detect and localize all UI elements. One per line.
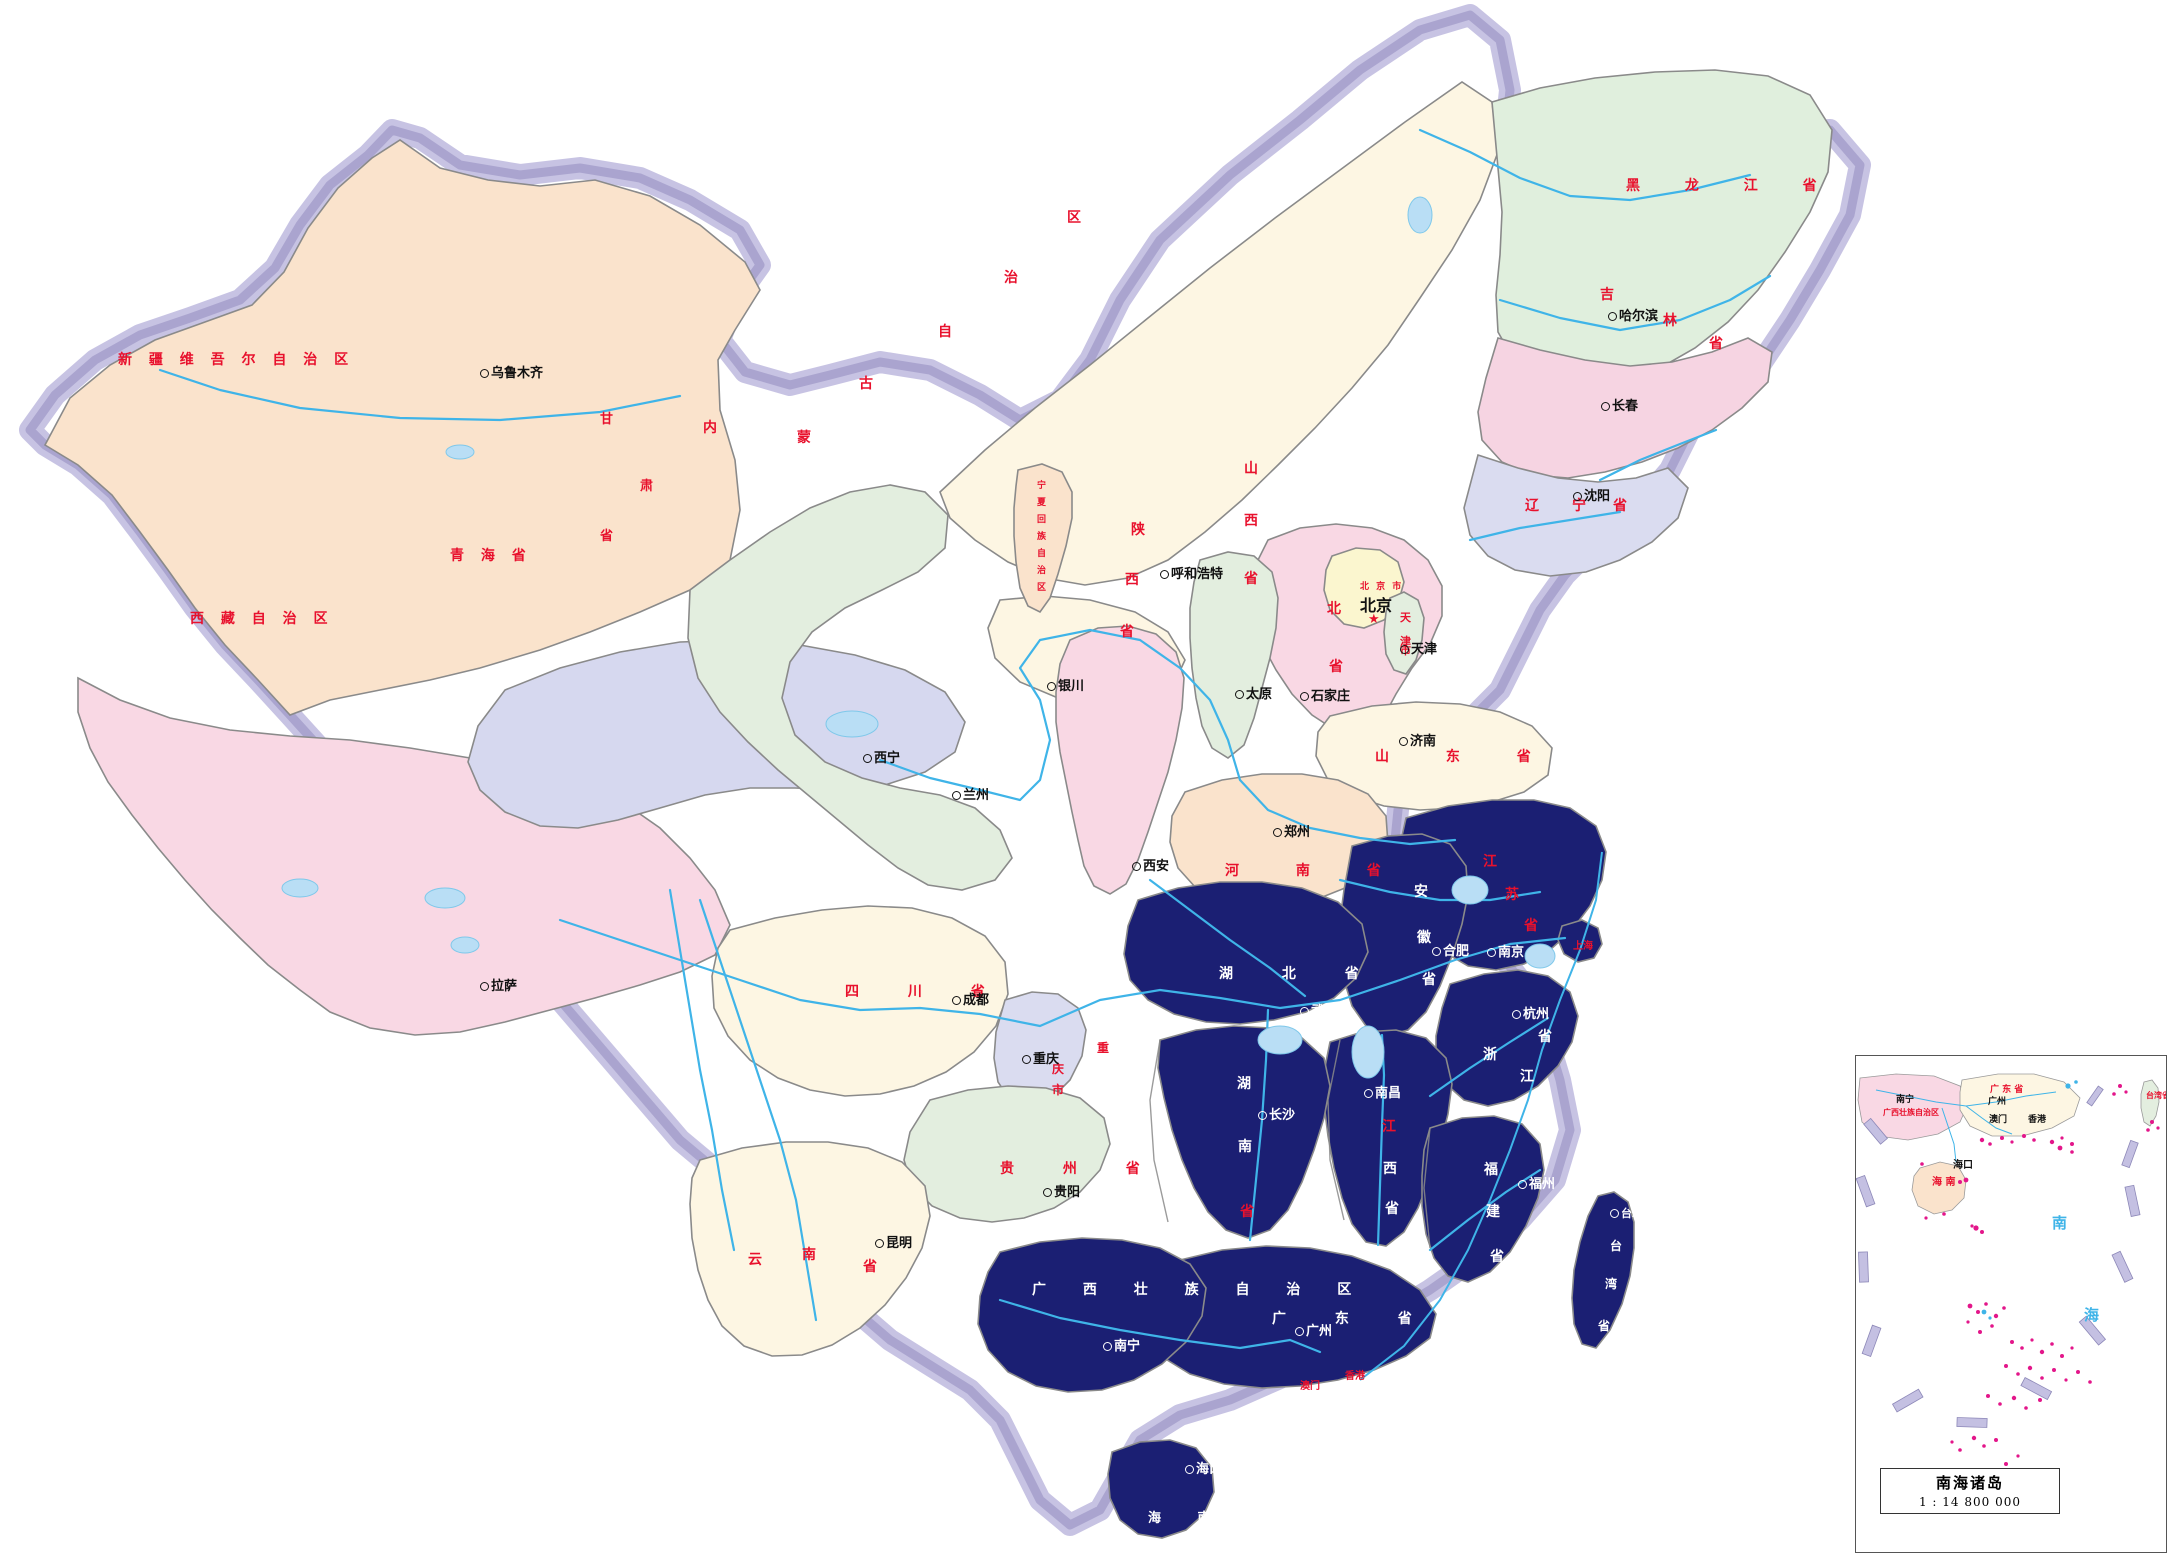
inset-canvas: 南 海: [1856, 1073, 2160, 1498]
municipality-tianjin: [1383, 591, 1425, 675]
province-hunan-highlight: [1157, 1025, 1331, 1239]
inset-sea-label-nan: 南: [2052, 1214, 2067, 1232]
province-fujian-highlight: [1421, 1115, 1545, 1283]
inset-reef-cyan: [1981, 1080, 2078, 1320]
river-heilong: [1418, 128, 1752, 202]
coastline: [1359, 851, 1603, 1381]
province-shandong: [1315, 701, 1553, 811]
river-han: [1148, 878, 1307, 998]
inset-islands: [1920, 1084, 2160, 1498]
province-sichuan: [711, 905, 1009, 1097]
lake-poyang: [1351, 1025, 1385, 1079]
province-heilongjiang: [1491, 69, 1833, 391]
river-yangtze: [558, 918, 1567, 1028]
river-qiantang: [1428, 1016, 1550, 1098]
municipality-shanghai-highlight: [1557, 919, 1603, 963]
lake-hulun: [1407, 196, 1433, 234]
inset-taiwan: [2140, 1079, 2160, 1127]
province-gansu: [687, 484, 1013, 891]
inset-rivers: [1875, 1089, 2057, 1163]
province-taiwan-highlight: [1571, 1191, 1635, 1349]
province-boundaries: [1149, 1039, 1431, 1249]
province-yunnan: [689, 1141, 931, 1357]
province-hainan-highlight: [1107, 1439, 1215, 1539]
river-huaihe: [1338, 878, 1542, 902]
province-fills: [43, 69, 1833, 1357]
province-jilin: [1477, 337, 1773, 479]
province-liaoning: [1463, 453, 1689, 577]
province-shanxi: [1189, 551, 1279, 759]
inset-title-box: 南海诸岛 1 : 14 800 000: [1880, 1468, 2060, 1514]
lake-yamdrok: [450, 936, 480, 954]
lake-namco: [281, 878, 319, 898]
lake-hongze: [1451, 875, 1489, 905]
river-liao: [1468, 510, 1622, 542]
inset-guangdong: [1959, 1073, 2081, 1137]
inset-scale-text: 1 : 14 800 000: [1918, 1495, 2021, 1509]
lake-taihu: [1524, 943, 1556, 969]
rivers: [158, 128, 1772, 1354]
province-xinjiang: [43, 139, 761, 716]
province-tibet: [77, 676, 731, 1036]
lake-bosten: [445, 444, 475, 460]
lakes: [281, 196, 1556, 1079]
province-guizhou: [903, 1085, 1111, 1223]
lake-qinghai: [825, 710, 879, 738]
inset-title-text: 南海诸岛: [1935, 1474, 2004, 1492]
lake-selin: [424, 887, 466, 909]
river-pearl: [998, 1298, 1322, 1354]
inset-sea-label-hai: 海: [2084, 1306, 2099, 1324]
province-ningxia: [1013, 463, 1073, 614]
river-yellow: [878, 628, 1457, 846]
river-yalu: [1598, 428, 1718, 482]
municipality-beijing: [1323, 547, 1405, 629]
river-lancang: [698, 898, 818, 1322]
inset-boundary-dashes: [1856, 1085, 2141, 1428]
river-tarim: [158, 368, 682, 422]
inset-hainan: [1911, 1161, 1967, 1215]
province-guangxi-highlight: [977, 1237, 1207, 1393]
highlighted-provinces: [977, 799, 1635, 1539]
province-hubei-highlight: [1123, 881, 1369, 1025]
river-songhua: [1498, 274, 1772, 332]
lake-dongting: [1257, 1025, 1303, 1055]
province-shaanxi: [1055, 625, 1185, 895]
river-nu: [668, 888, 736, 1252]
